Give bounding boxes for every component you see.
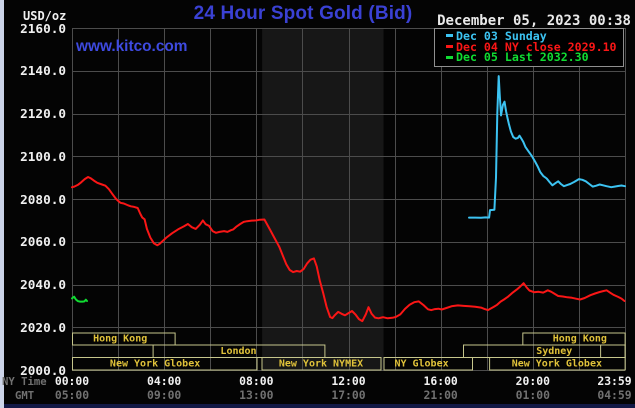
x-axis-ny-tick-label: 16:00 <box>423 373 458 388</box>
session-label: London <box>220 346 256 357</box>
x-axis-gmt-tick-label: 04:59 <box>597 387 632 402</box>
legend-dash-icon <box>446 45 453 49</box>
session-label: Hong Kong <box>93 334 147 345</box>
session-label: New York Globex <box>110 359 200 370</box>
legend-label: Dec 05 Last 2032.30 <box>456 50 589 65</box>
legend-item: Dec 05 Last 2032.30 <box>446 52 623 63</box>
x-axis-gmt-tick-label: 01:00 <box>515 387 550 402</box>
legend-dash-icon <box>446 34 453 38</box>
x-axis-ny-tick-label: 20:00 <box>515 373 550 388</box>
y-axis-tick-label: 2000.0 <box>20 362 66 378</box>
y-axis-tick-label: 2060.0 <box>20 234 66 250</box>
y-axis-tick-label: 2120.0 <box>20 106 66 121</box>
y-axis-tick-label: 2100.0 <box>20 148 66 164</box>
session-box-new-york-globex <box>489 357 626 371</box>
legend-item: Dec 04 NY close 2029.10 <box>446 41 623 52</box>
datetime-label: December 05, 2023 00:38 <box>437 13 631 29</box>
dec04-price-line <box>71 176 626 323</box>
y-axis-tick-label: 2160.0 <box>20 20 66 36</box>
session-box-ny-globex <box>383 357 474 371</box>
x-axis-gmt-tick-label: 21:00 <box>423 387 458 402</box>
x-axis-gmt-tick-label: 13:00 <box>239 387 274 402</box>
session-label: Hong Kong <box>553 334 607 345</box>
x-axis-gmt-tick-label: 17:00 <box>331 387 366 402</box>
x-axis-ny-tick-label: 23:59 <box>597 373 632 388</box>
session-label: New York Globex <box>512 359 602 370</box>
session-label: NY Globex <box>394 359 448 370</box>
dec03-price-line <box>468 75 626 219</box>
legend-box: Dec 03 Sunday Dec 04 NY close 2029.10 Dec … <box>434 28 624 67</box>
legend-item: Dec 03 Sunday <box>446 28 623 43</box>
gmt-axis-caption: GMT <box>15 389 35 402</box>
y-axis-tick-label: 2020.0 <box>20 319 66 335</box>
unit-label: USD/oz <box>23 9 67 23</box>
y-axis-tick-label: 2080.0 <box>20 191 66 207</box>
ny-time-axis-caption: NY Time <box>2 375 47 388</box>
y-axis-tick-label: 2140.0 <box>20 63 66 79</box>
session-box-hong-kong <box>72 332 176 346</box>
legend-dash-icon <box>446 55 453 59</box>
legend-label: Dec 03 Sunday <box>456 28 547 43</box>
legend-label: Dec 04 NY close 2029.10 <box>456 39 617 54</box>
x-axis-ny-tick-label: 04:00 <box>147 373 182 388</box>
x-axis-ny-tick-label: 12:00 <box>331 373 366 388</box>
kitco-watermark: www.kitco.com <box>76 38 188 55</box>
y-axis-tick-label: 2040.0 <box>20 277 66 292</box>
session-label: New York NYMEX <box>279 359 363 370</box>
x-axis-ny-tick-label: 08:00 <box>239 373 274 388</box>
x-axis-gmt-tick-label: 09:00 <box>147 387 182 402</box>
session-box-new-york-nymex <box>261 357 382 371</box>
session-box-empty <box>600 344 626 358</box>
page-bottom-strip <box>4 403 635 408</box>
chart-title: 24 Hour Spot Gold (Bid) <box>193 3 413 24</box>
session-label: Sydney <box>536 346 572 357</box>
x-axis-ny-tick-label: 00:00 <box>54 373 90 388</box>
x-axis-gmt-tick-label: 05:00 <box>54 387 90 402</box>
session-box-new-york-globex <box>72 357 258 371</box>
page-left-strip <box>0 0 4 408</box>
dec05-price-line <box>71 295 88 303</box>
